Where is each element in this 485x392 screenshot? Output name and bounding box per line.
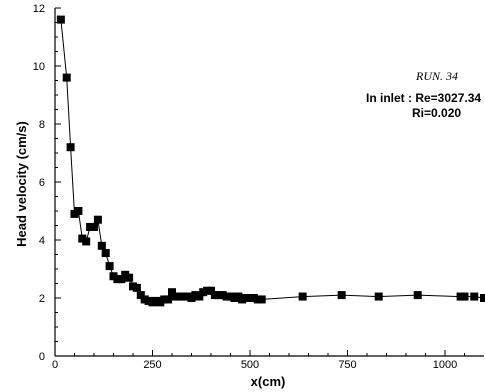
y-tick-label: 10	[33, 61, 45, 73]
data-point	[413, 291, 422, 300]
data-point	[298, 292, 307, 301]
y-tick-label: 12	[33, 3, 45, 15]
data-point	[62, 73, 71, 82]
series-line	[60, 19, 485, 303]
data-point	[460, 292, 469, 301]
series-layer	[56, 15, 485, 307]
data-point	[374, 292, 383, 301]
x-axis-ticks: 0 250 500 750 1000	[52, 350, 465, 371]
x-tick-label: 1000	[433, 359, 457, 371]
x-tick-label: 250	[143, 359, 161, 371]
x-tick-label: 500	[241, 359, 259, 371]
data-point	[101, 249, 110, 258]
y-tick-label: 0	[39, 351, 45, 363]
data-point	[117, 275, 126, 284]
data-point	[56, 15, 65, 24]
data-point	[82, 237, 91, 246]
x-axis-label: x(cm)	[251, 374, 286, 389]
x-tick-label: 750	[338, 359, 356, 371]
data-point	[207, 286, 215, 295]
plot-frame	[54, 8, 484, 357]
data-point	[337, 291, 346, 300]
data-point	[470, 292, 479, 301]
data-point	[125, 273, 134, 282]
ri-annotation: Ri=0.020	[412, 106, 461, 120]
y-tick-label: 8	[39, 119, 45, 131]
y-tick-label: 4	[39, 235, 45, 247]
data-point	[164, 295, 173, 304]
data-point	[66, 143, 75, 152]
y-tick-label: 6	[39, 177, 45, 189]
data-point	[74, 207, 83, 215]
data-point	[93, 215, 102, 224]
data-point	[480, 294, 485, 302]
inlet-annotation: In inlet : Re=3027.34	[366, 91, 481, 105]
data-point	[132, 283, 141, 292]
data-point	[90, 222, 98, 231]
y-axis-label: Head velocity (cm/s)	[14, 121, 29, 247]
data-point	[105, 262, 114, 271]
x-tick-label: 0	[52, 359, 58, 371]
data-point	[136, 291, 145, 300]
data-point	[257, 295, 266, 304]
y-axis-ticks: 0 2 4 6 8 10 12	[33, 3, 61, 363]
data-point	[168, 288, 176, 297]
y-tick-label: 2	[39, 293, 45, 305]
data-point	[97, 241, 106, 250]
data-point	[195, 292, 204, 301]
run-annotation: RUN. 34	[415, 69, 458, 83]
